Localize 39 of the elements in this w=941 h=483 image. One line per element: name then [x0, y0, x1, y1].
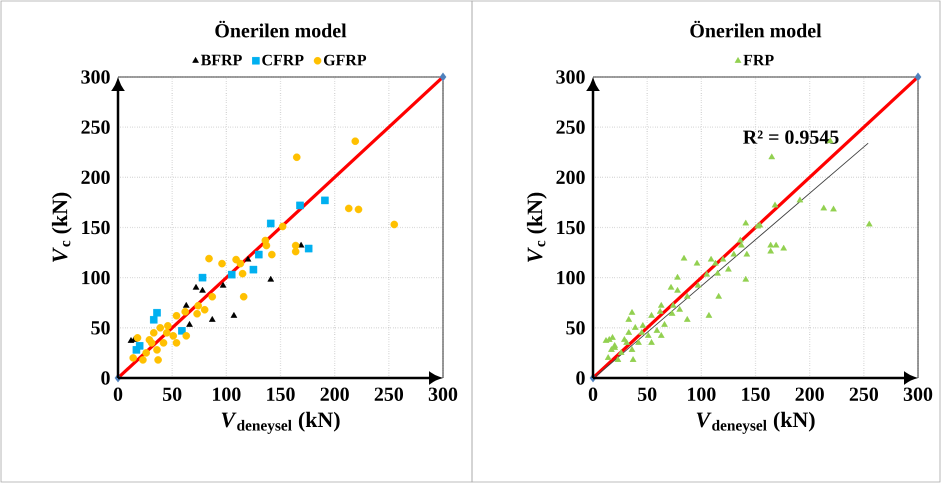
- x-tick-label: 0: [114, 388, 122, 401]
- x-tick-label: 250: [850, 388, 878, 401]
- annotation: R² = 0.9545: [743, 130, 839, 144]
- legend-label: GFRP: [324, 54, 366, 66]
- x-tick-label: 100: [212, 388, 241, 401]
- x-axis-title: V$_{deneysel}$ (kN): [696, 412, 815, 434]
- x-tick-label: 100: [688, 388, 716, 401]
- y-tick-label: 200: [556, 170, 585, 184]
- y-tick-label: 0: [576, 371, 585, 385]
- x-axis-title: V$_{deneysel}$ (kN): [222, 412, 340, 434]
- x-tick-label: 0: [588, 388, 598, 401]
- x-tick-label: 50: [638, 388, 656, 401]
- legend-label: BFRP: [200, 54, 242, 66]
- y-tick-label: 50: [91, 321, 110, 335]
- x-tick-label: 150: [267, 388, 295, 401]
- y-tick-label: 250: [556, 120, 585, 134]
- x-tick-label: 200: [796, 388, 824, 401]
- y-axis-title: V$_{c}$ (kN): [526, 192, 547, 262]
- y-tick-label: 0: [101, 371, 110, 385]
- x-tick-label: 300: [904, 388, 932, 401]
- y-tick-label: 150: [82, 220, 110, 234]
- legend-label: CFRP: [262, 54, 304, 66]
- y-tick-label: 100: [557, 270, 585, 284]
- y-tick-label: 50: [566, 321, 585, 335]
- y-tick-label: 150: [557, 220, 585, 234]
- y-tick-label: 300: [556, 70, 585, 84]
- x-tick-label: 250: [374, 388, 404, 401]
- chart-title: Önerilen model: [690, 20, 822, 38]
- y-tick-label: 300: [81, 70, 110, 84]
- chart-title: Önerilen model: [215, 20, 346, 38]
- y-tick-label: 200: [81, 170, 110, 184]
- x-tick-label: 200: [320, 388, 349, 401]
- x-tick-label: 300: [428, 388, 458, 401]
- legend-label: FRP: [743, 54, 774, 66]
- y-tick-label: 100: [82, 270, 110, 284]
- y-tick-label: 250: [81, 120, 110, 134]
- y-axis-title: V$_{c}$ (kN): [52, 192, 72, 262]
- x-tick-label: 50: [163, 388, 182, 401]
- x-tick-label: 150: [742, 388, 770, 401]
